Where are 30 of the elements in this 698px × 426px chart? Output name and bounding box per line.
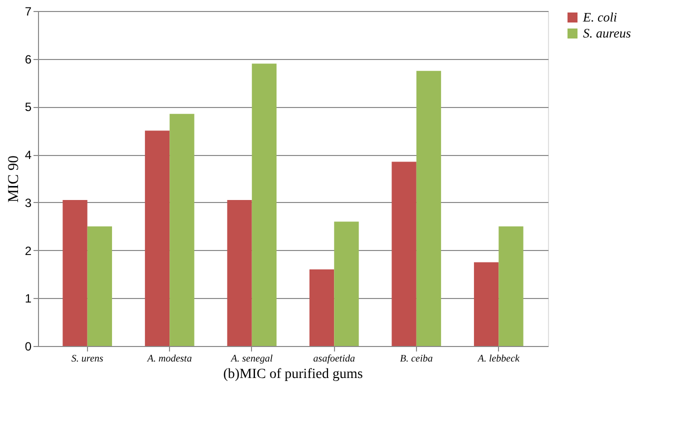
y-tick-label: 0 (24, 340, 32, 354)
legend-label: E. coli (582, 10, 618, 24)
bar (334, 222, 359, 346)
y-axis-title: MIC 90 (6, 155, 22, 203)
bar (227, 200, 252, 346)
y-tick-label: 7 (24, 4, 32, 18)
x-tick-label: A. lebbeck (476, 354, 520, 364)
bar (474, 262, 499, 346)
y-tick-label: 1 (24, 292, 32, 306)
bar (392, 162, 416, 346)
x-tick-label: B. ceiba (400, 354, 433, 364)
y-tick-label: 5 (24, 100, 32, 114)
y-tick-label: 6 (24, 52, 32, 66)
y-tick-label: 4 (24, 148, 32, 162)
x-tick-label: S. urens (71, 354, 104, 364)
legend-label: S. aureus (583, 26, 631, 40)
bar (252, 64, 277, 346)
x-tick-label: A. senegal (230, 354, 273, 364)
bar (144, 130, 170, 346)
bar (170, 114, 194, 346)
y-tick-label: 2 (24, 244, 32, 258)
x-tick-label: A. modesta (146, 354, 192, 364)
bar (62, 200, 88, 346)
text: (b)MIC of purified gums (223, 367, 363, 382)
bar (498, 226, 524, 346)
x-tick-label: asafoetida (313, 354, 355, 364)
y-tick-label: 3 (24, 196, 32, 210)
bar (87, 226, 112, 346)
bar (309, 269, 334, 346)
bar (416, 70, 442, 346)
